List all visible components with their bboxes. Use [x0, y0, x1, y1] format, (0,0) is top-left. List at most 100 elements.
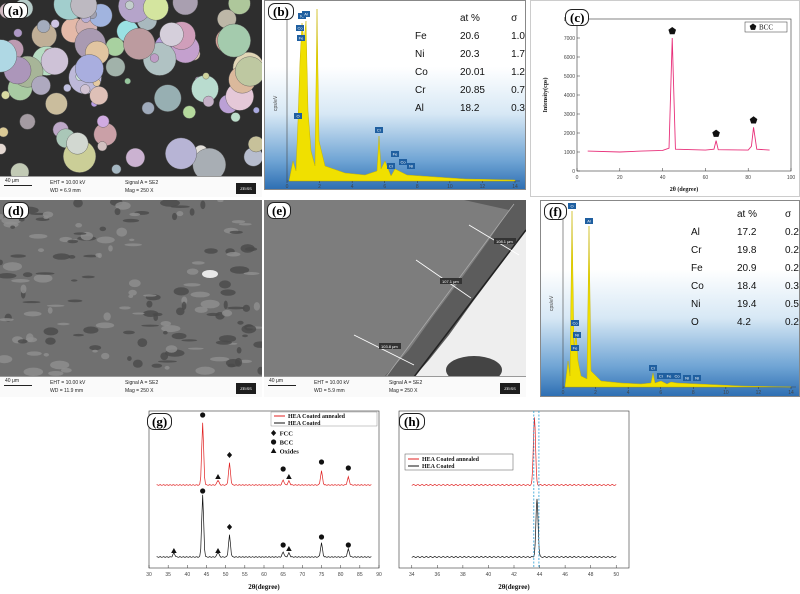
plot-frame: [576, 18, 792, 172]
surface-feature: [231, 220, 246, 224]
x-tick-label: 12: [756, 390, 762, 396]
surface-feature: [17, 339, 28, 344]
surface-feature: [127, 356, 132, 362]
panel-a-label: (a): [3, 2, 29, 19]
scale-bar-label: 40 μm: [269, 378, 283, 384]
surface-feature: [137, 338, 148, 347]
particle: [202, 95, 215, 107]
x-tick-label: 0: [562, 390, 565, 396]
surface-feature: [57, 322, 70, 326]
bcc-marker: [200, 488, 206, 494]
peak-tag-box: [375, 127, 383, 133]
surface-feature: [253, 302, 261, 311]
surface-feature: [227, 306, 245, 310]
x-tick-label: 4: [351, 184, 354, 190]
annealed-trace: [411, 417, 617, 486]
surface-feature: [116, 227, 128, 237]
legend-box: [404, 453, 514, 471]
oxide-marker: [215, 548, 221, 553]
surface-feature: [222, 309, 233, 317]
surface-feature: [160, 200, 180, 207]
panel-c-label: (c): [565, 9, 590, 26]
table-row: O 4.2 0.2: [691, 316, 799, 328]
legend-marker: [749, 23, 757, 30]
x-tick-label: 60: [261, 572, 267, 578]
panel-g-chart: 30 35 40 45 50 55 60 65 70 75 80 85 90 2θ(degree) HEA …: [146, 410, 382, 591]
x-tick-label: 55: [242, 572, 248, 578]
x-tick-label: 90: [376, 572, 382, 578]
measure-label-2: 107.1 μm: [442, 279, 459, 284]
x-axis-label: 2θ(degree): [498, 583, 530, 591]
peak-tag-box: [571, 320, 579, 326]
particle: [89, 86, 109, 105]
surface-feature: [195, 366, 215, 375]
surface-feature: [181, 339, 198, 342]
x-tick-label: 8: [416, 184, 419, 190]
peak-tag-box: [302, 11, 310, 17]
panel-e-footer: 40 μm EHT = 10.00 kV WD = 5.9 mm Signal …: [264, 376, 526, 397]
surface-feature: [92, 349, 98, 353]
surface-feature: [200, 299, 220, 309]
particle: [172, 0, 199, 16]
surface-feature: [95, 253, 101, 258]
panel-f-label: (f): [544, 203, 567, 220]
signal-text: Signal A = SE2: [389, 380, 423, 386]
surface-feature: [143, 294, 157, 297]
x-tick-label: 50: [613, 572, 619, 578]
particle: [45, 92, 68, 115]
peak-tag: Ni: [685, 376, 689, 381]
peak-tag-box: [296, 25, 304, 31]
y-axis-label: Intensity(cps): [542, 77, 549, 112]
legend-box: [744, 21, 788, 33]
x-tick-label: 20: [617, 175, 623, 181]
panel-c-chart: 0100020003000400050006000700080000204060…: [542, 17, 795, 193]
bcc-marker: [200, 412, 206, 418]
surface-feature: [0, 273, 17, 279]
panel-f-composition-table: at % σ Al 17.2 0.2 Cr 19.8 0.2 Fe 20.9 0.2 Co 18…: [691, 205, 799, 331]
surface-feature: [242, 334, 248, 338]
legend-box: [270, 411, 378, 427]
table-row: Co 18.4 0.3: [691, 280, 799, 292]
surface-feature: [22, 272, 33, 278]
peak-tag: Fe: [667, 374, 672, 379]
x-tick-label: 36: [435, 572, 441, 578]
surface-feature: [46, 304, 65, 307]
surface-feature: [238, 223, 252, 226]
table-header-row: at % σ: [415, 9, 525, 27]
surface-feature: [0, 259, 3, 266]
panel-b-ylabel: cps/eV: [273, 95, 279, 111]
surface-feature: [89, 345, 102, 351]
surface-feature: [160, 321, 172, 327]
surface-feature: [241, 324, 257, 334]
mag-text: Mag = 250 X: [389, 388, 418, 394]
peak-tag-box: [657, 373, 665, 379]
y-tick-label: 4000: [564, 93, 575, 99]
x-tick-label: 35: [165, 572, 171, 578]
surface-feature: [26, 351, 42, 356]
surface-feature: [96, 236, 115, 244]
surface-feature: [236, 347, 242, 354]
particle: [149, 53, 159, 63]
x-tick-label: 0: [286, 184, 289, 190]
table-header-row: at % σ: [737, 208, 792, 220]
surface-feature: [73, 232, 87, 235]
surface-feature: [70, 279, 78, 282]
fcc-marker: [226, 452, 233, 458]
plot-frame: [148, 410, 380, 569]
legend-label: BCC: [759, 24, 773, 32]
particle: [253, 106, 260, 114]
peak-tag: Al: [304, 12, 308, 17]
table-row: Fe 20.6 1.0: [415, 30, 525, 42]
surface-feature: [115, 201, 131, 210]
surface-feature: [35, 272, 55, 275]
coated-trace: [156, 494, 372, 558]
panel-d-sem-image: (d) 40 μm EHT = 10.00 kV WD = 11.9 mm Si…: [0, 200, 262, 397]
particle: [143, 0, 169, 21]
surface-feature: [0, 318, 14, 322]
fcc-marker: [270, 430, 277, 436]
peak-tag: Cr: [651, 366, 656, 371]
oxide-marker: [286, 474, 292, 479]
surface-feature: [129, 212, 141, 217]
header-at: at %: [459, 12, 480, 24]
surface-feature: [194, 306, 208, 313]
